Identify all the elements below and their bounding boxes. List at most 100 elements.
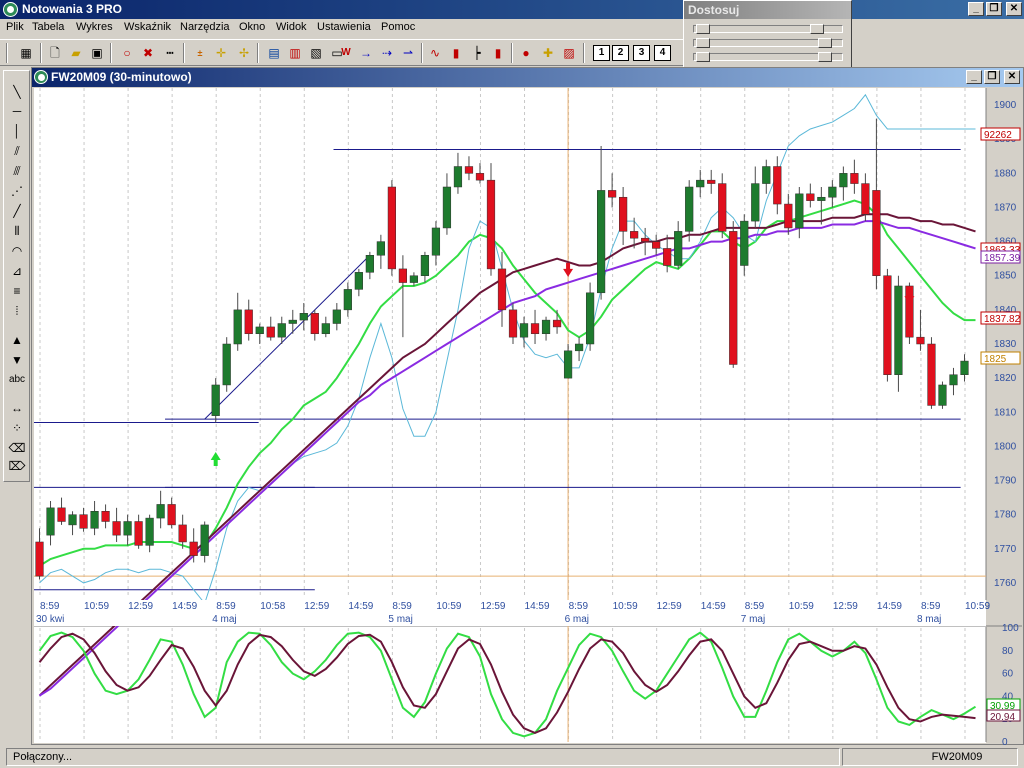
arrow-up-icon[interactable]: ▲ xyxy=(11,333,23,347)
candle-body xyxy=(707,179,716,184)
gann-fan-icon[interactable]: ⊿ xyxy=(11,264,23,278)
pointer-icon[interactable]: ✢ xyxy=(238,46,250,60)
vertical-line-icon[interactable]: │ xyxy=(13,124,21,138)
layout-1-button[interactable]: 1 xyxy=(593,45,610,61)
delete-chart-icon[interactable]: ✖ xyxy=(142,46,154,60)
dostosuj-slider-3[interactable] xyxy=(693,52,843,62)
close-icon[interactable]: ✕ xyxy=(1004,70,1020,84)
slider-thumb[interactable] xyxy=(818,52,832,62)
slider-thumb[interactable] xyxy=(696,24,710,34)
trend-line-icon[interactable]: ╱ xyxy=(13,204,21,218)
arc-icon[interactable]: ◠ xyxy=(11,244,23,258)
fan-lines-icon[interactable]: ⋰ xyxy=(11,184,23,198)
candlestick-icon[interactable]: ▮ xyxy=(494,46,502,60)
menu-wskaznik[interactable]: Wskaźnik xyxy=(124,21,172,33)
eraser-icon[interactable]: ⌫ xyxy=(8,441,26,455)
candle-body xyxy=(145,517,154,546)
menu-pomoc[interactable]: Pomoc xyxy=(381,21,416,33)
restore-icon[interactable]: ❐ xyxy=(984,70,1000,84)
menu-narzedzia[interactable]: Narzędzia xyxy=(180,21,230,33)
slider-thumb[interactable] xyxy=(696,38,710,48)
arrow-down-icon[interactable]: ▼ xyxy=(11,353,23,367)
slider-thumb[interactable] xyxy=(810,24,824,34)
price-tick-label: 1790 xyxy=(994,476,1017,487)
layout-3-button[interactable]: 3 xyxy=(633,45,650,61)
zoom-icon[interactable]: ○ xyxy=(123,46,131,60)
wl-icon[interactable]: W xyxy=(341,47,351,58)
scale-icon[interactable]: ± xyxy=(197,48,203,58)
text-tool-icon[interactable]: abc xyxy=(8,374,26,385)
toolbar-separator xyxy=(40,43,42,63)
sell-signal-arrow xyxy=(563,262,574,277)
minimize-icon[interactable]: _ xyxy=(966,70,982,84)
dostosuj-title[interactable]: Dostosuj xyxy=(684,1,851,19)
table-icon[interactable]: ▤ xyxy=(268,46,280,60)
diagonal-line-icon[interactable]: ╲ xyxy=(13,85,21,99)
layout-icon[interactable]: ▧ xyxy=(310,46,322,60)
toolbar-separator xyxy=(511,43,513,63)
value-badge xyxy=(980,351,1021,365)
layout-4-button[interactable]: 4 xyxy=(654,45,671,61)
time-tick-label: 12:59 xyxy=(304,601,329,612)
bar-chart-icon[interactable]: ▮ xyxy=(452,46,460,60)
price-tick-label: 1830 xyxy=(994,339,1017,350)
arrow-forward-icon[interactable]: ⇀ xyxy=(402,46,414,60)
candle-body xyxy=(266,326,275,338)
price-plot-area xyxy=(34,88,986,600)
channel-icon[interactable]: ⫽ xyxy=(14,144,20,158)
marker-icon[interactable]: ✚ xyxy=(542,46,554,60)
dostosuj-slider-1[interactable] xyxy=(693,24,843,34)
candle-body xyxy=(795,193,804,229)
image-icon[interactable]: ▨ xyxy=(563,46,575,60)
parallel-lines-icon[interactable]: ⫻ xyxy=(13,164,21,178)
price-chart[interactable]: 8:59 10:59 12:59 14:59 8:59 10:58 12:59 14:59 8:… xyxy=(0,0,1024,745)
slider-thumb[interactable] xyxy=(818,38,832,48)
candle-body xyxy=(101,511,110,522)
line-chart-icon[interactable]: ∿ xyxy=(429,46,441,60)
candle-body xyxy=(354,272,363,290)
menu-okno[interactable]: Okno xyxy=(239,21,266,33)
window-icon[interactable]: ▭ xyxy=(331,46,343,60)
time-tick-label: 8:59 xyxy=(216,601,236,612)
crosshair-icon[interactable]: ✛ xyxy=(215,46,227,60)
save-icon[interactable]: ▣ xyxy=(91,46,103,60)
candle-body xyxy=(927,343,936,406)
traffic-light-icon[interactable]: ● xyxy=(522,46,530,60)
horizontal-line-icon[interactable]: ─ xyxy=(12,104,22,118)
minimize-icon[interactable]: _ xyxy=(968,2,984,16)
arrow-right-icon[interactable]: → xyxy=(360,46,372,60)
color-table-icon[interactable]: ▥ xyxy=(289,46,301,60)
fibonacci-time-icon[interactable]: ⦙ xyxy=(15,304,19,318)
dostosuj-slider-2[interactable] xyxy=(693,38,843,48)
ruler-icon[interactable]: ┅ xyxy=(166,46,174,60)
move-icon[interactable]: ↔ xyxy=(11,401,23,415)
point-icon[interactable]: ⁘ xyxy=(11,421,23,435)
arrow-right-dashed-icon[interactable]: ⇢ xyxy=(381,46,393,60)
candle-body xyxy=(211,384,220,416)
menu-widok[interactable]: Widok xyxy=(276,21,307,33)
candle-body xyxy=(663,248,672,266)
restore-icon[interactable]: ❐ xyxy=(986,2,1002,16)
candle-body xyxy=(960,360,969,375)
fibonacci-icon[interactable]: ≡ xyxy=(13,284,21,298)
ohlc-icon[interactable]: ┝ xyxy=(473,46,481,60)
menu-plik[interactable]: Plik xyxy=(6,21,24,33)
cycle-lines-icon[interactable]: ⦀ xyxy=(14,224,20,238)
candle-body xyxy=(79,514,88,529)
open-folder-icon[interactable]: ▰ xyxy=(71,46,81,60)
layout-2-button[interactable]: 2 xyxy=(612,45,629,61)
connection-status: Połączony... xyxy=(6,748,840,766)
candle-body xyxy=(222,343,231,386)
candle-body xyxy=(255,326,264,335)
oscillator-value-badge xyxy=(986,709,1021,722)
eraser-all-icon[interactable]: ⌦ xyxy=(8,459,26,473)
menu-tabela[interactable]: Tabela xyxy=(32,21,65,33)
slider-thumb[interactable] xyxy=(696,52,710,62)
grid-icon[interactable]: ▦ xyxy=(20,46,32,60)
close-icon[interactable]: ✕ xyxy=(1006,2,1022,16)
menu-ustawienia[interactable]: Ustawienia xyxy=(317,21,371,33)
menu-wykres[interactable]: Wykres xyxy=(76,21,113,33)
candle-body xyxy=(784,203,793,229)
new-file-icon[interactable]: 🗋 xyxy=(50,46,60,60)
candle-body xyxy=(156,504,165,519)
